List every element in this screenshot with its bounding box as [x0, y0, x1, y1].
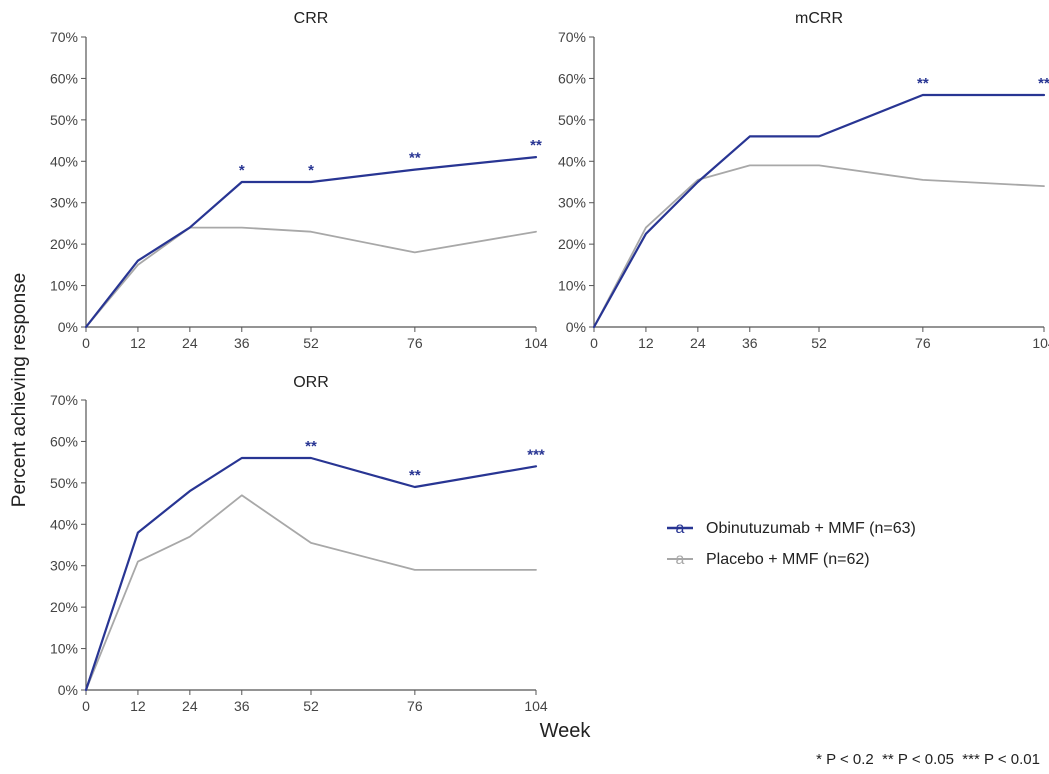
x-tick-label-mcrr: 76	[915, 335, 931, 351]
y-tick-label-orr: 60%	[50, 433, 78, 449]
y-tick-label-mcrr: 0%	[566, 319, 586, 335]
series-line-obinutuzumab-orr	[84, 456, 538, 692]
significance-marker-crr: **	[409, 150, 421, 167]
y-tick-label-mcrr: 70%	[558, 29, 586, 45]
y-tick-label-crr: 10%	[50, 278, 78, 294]
series-line-obinutuzumab-mcrr	[592, 93, 1046, 329]
legend-label-placebo: Placebo + MMF (n=62)	[706, 551, 870, 568]
series-line-placebo-orr	[85, 494, 537, 691]
panel-mcrr: mCRR 0% 10% 20% 30% 40% 50% 60% 70% 0 12 24 36 52 76 10…	[558, 10, 1049, 351]
x-tick-label-orr: 24	[182, 698, 198, 714]
x-tick-label-orr: 0	[82, 698, 90, 714]
series-line-obinutuzumab-crr	[84, 156, 538, 329]
x-axis-label: Week	[540, 720, 592, 742]
y-tick-label-orr: 50%	[50, 475, 78, 491]
y-tick-label-crr: 60%	[50, 70, 78, 86]
x-tick-label-mcrr: 0	[590, 335, 598, 351]
x-tick-label-crr: 12	[130, 335, 146, 351]
y-tick-label-orr: 40%	[50, 516, 78, 532]
y-tick-label-mcrr: 20%	[558, 236, 586, 252]
y-tick-label-mcrr: 60%	[558, 70, 586, 86]
y-tick-label-crr: 20%	[50, 236, 78, 252]
significance-marker-mcrr: **	[917, 75, 929, 92]
x-tick-label-orr: 36	[234, 698, 250, 714]
y-tick-label-orr: 20%	[50, 599, 78, 615]
y-tick-label-orr: 30%	[50, 558, 78, 574]
y-tick-label-orr: 10%	[50, 641, 78, 657]
series-line-placebo-crr	[85, 226, 537, 328]
x-tick-label-mcrr: 12	[638, 335, 654, 351]
x-tick-label-crr: 52	[303, 335, 319, 351]
footnote: * P < 0.2 ** P < 0.05 *** P < 0.01	[816, 751, 1040, 768]
series-line-placebo-mcrr	[593, 164, 1045, 328]
y-tick-label-mcrr: 30%	[558, 195, 586, 211]
y-tick-label-mcrr: 40%	[558, 153, 586, 169]
significance-marker-crr: **	[530, 137, 542, 154]
x-tick-label-crr: 36	[234, 335, 250, 351]
x-tick-label-mcrr: 104	[1032, 335, 1049, 351]
x-tick-label-crr: 104	[524, 335, 548, 351]
y-tick-label-crr: 70%	[50, 29, 78, 45]
x-tick-label-orr: 12	[130, 698, 146, 714]
x-tick-label-crr: 0	[82, 335, 90, 351]
y-tick-label-crr: 0%	[58, 319, 78, 335]
y-tick-label-crr: 50%	[50, 112, 78, 128]
legend-marker-obinutuzumab: a	[676, 520, 685, 537]
significance-marker-orr: ***	[527, 446, 545, 463]
y-tick-label-crr: 40%	[50, 153, 78, 169]
legend-label-obinutuzumab: Obinutuzumab + MMF (n=63)	[706, 520, 916, 537]
y-tick-label-mcrr: 50%	[558, 112, 586, 128]
significance-marker-mcrr: **	[1038, 75, 1049, 92]
y-axis-label: Percent achieving response	[9, 273, 30, 507]
legend-item-placebo: a Placebo + MMF (n=62)	[667, 551, 870, 568]
y-tick-label-mcrr: 10%	[558, 278, 586, 294]
y-tick-label-orr: 70%	[50, 392, 78, 408]
panel-crr: CRR 0% 10% 20% 30% 40% 50% 60% 70% 0 12 24 36 52 76 104…	[50, 10, 548, 351]
x-tick-label-crr: 76	[407, 335, 423, 351]
x-tick-label-crr: 24	[182, 335, 198, 351]
significance-marker-orr: **	[409, 467, 421, 484]
legend-item-obinutuzumab: a Obinutuzumab + MMF (n=63)	[667, 520, 916, 537]
x-tick-label-orr: 76	[407, 698, 423, 714]
panel-title-mcrr: mCRR	[795, 10, 843, 27]
significance-marker-crr: *	[308, 162, 314, 179]
x-tick-label-mcrr: 36	[742, 335, 758, 351]
significance-marker-crr: *	[239, 162, 245, 179]
panel-orr: ORR 0% 10% 20% 30% 40% 50% 60% 70% 0 12 24 36 52 76 104…	[50, 374, 548, 714]
legend-marker-placebo: a	[676, 551, 685, 568]
panel-title-crr: CRR	[294, 10, 329, 27]
legend: a Obinutuzumab + MMF (n=63) a Placebo + …	[667, 520, 916, 568]
y-tick-label-orr: 0%	[58, 682, 78, 698]
y-tick-label-crr: 30%	[50, 195, 78, 211]
x-tick-label-mcrr: 24	[690, 335, 706, 351]
significance-marker-orr: **	[305, 438, 317, 455]
x-tick-label-orr: 104	[524, 698, 548, 714]
panel-title-orr: ORR	[293, 374, 329, 391]
x-tick-label-orr: 52	[303, 698, 319, 714]
x-tick-label-mcrr: 52	[811, 335, 827, 351]
